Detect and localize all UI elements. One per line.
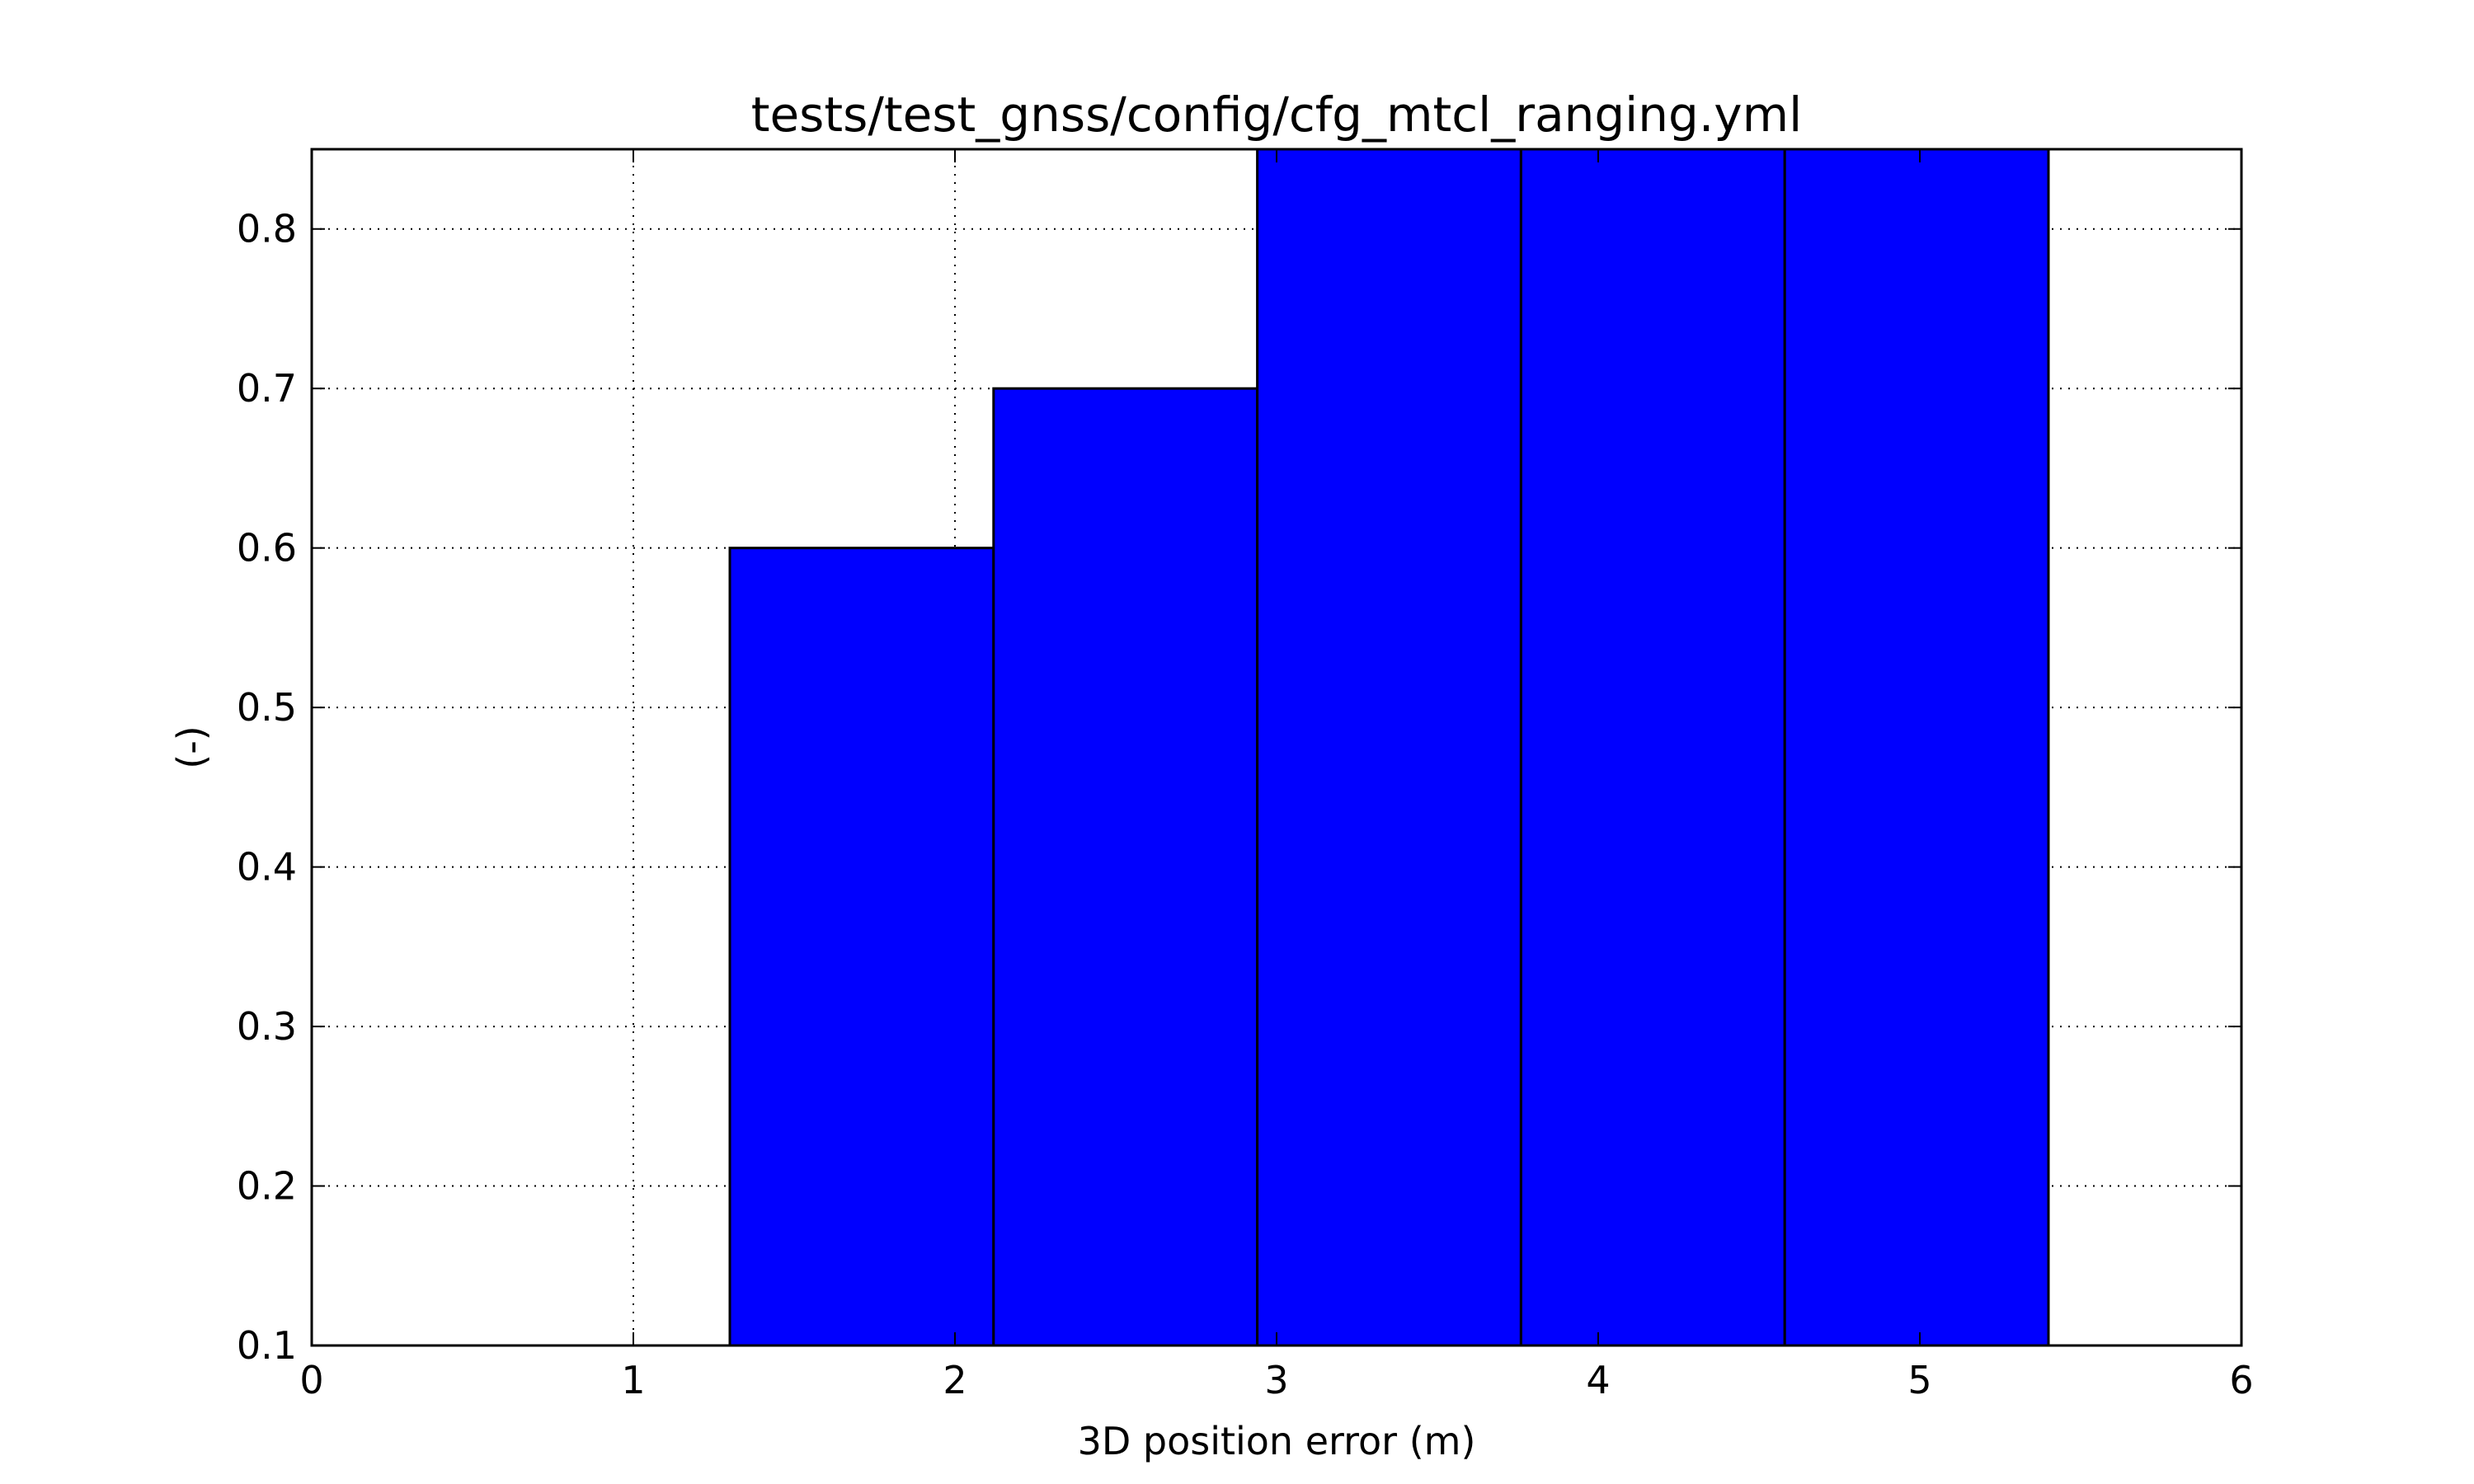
x-tick-label: 5 [1907, 1358, 1931, 1402]
histogram-bar [728, 547, 995, 1347]
x-tick-label: 2 [943, 1358, 967, 1402]
ticks: 0 1 2 3 4 5 6 0.1 0.2 0.3 0.4 0.5 0.6 0.7 0.8 [237, 149, 2254, 1402]
histogram-bar [1519, 148, 1786, 1347]
x-tick-label: 4 [1586, 1358, 1610, 1402]
y-axis-label: (-) [169, 726, 214, 769]
y-tick-label: 0.6 [237, 526, 297, 571]
histogram-bar [1256, 148, 1522, 1347]
y-tick-label: 0.7 [237, 366, 297, 411]
x-tick-label: 3 [1264, 1358, 1288, 1402]
y-tick-label: 0.2 [237, 1164, 297, 1209]
histogram-bar [1783, 148, 2050, 1347]
y-tick-label: 0.4 [237, 845, 297, 890]
bars [728, 148, 2050, 1347]
y-tick-label: 0.8 [237, 207, 297, 251]
x-tick-label: 0 [299, 1358, 323, 1402]
y-tick-label: 0.3 [237, 1004, 297, 1049]
x-axis-label: 3D position error (m) [1078, 1419, 1476, 1463]
y-tick-label: 0.5 [237, 685, 297, 730]
x-tick-label: 6 [2229, 1358, 2253, 1402]
chart-title: tests/test_gnss/config/cfg_mtcl_ranging.… [751, 87, 1803, 143]
histogram-bar [992, 387, 1259, 1347]
y-tick-label: 0.1 [237, 1323, 297, 1368]
x-tick-label: 1 [621, 1358, 645, 1402]
